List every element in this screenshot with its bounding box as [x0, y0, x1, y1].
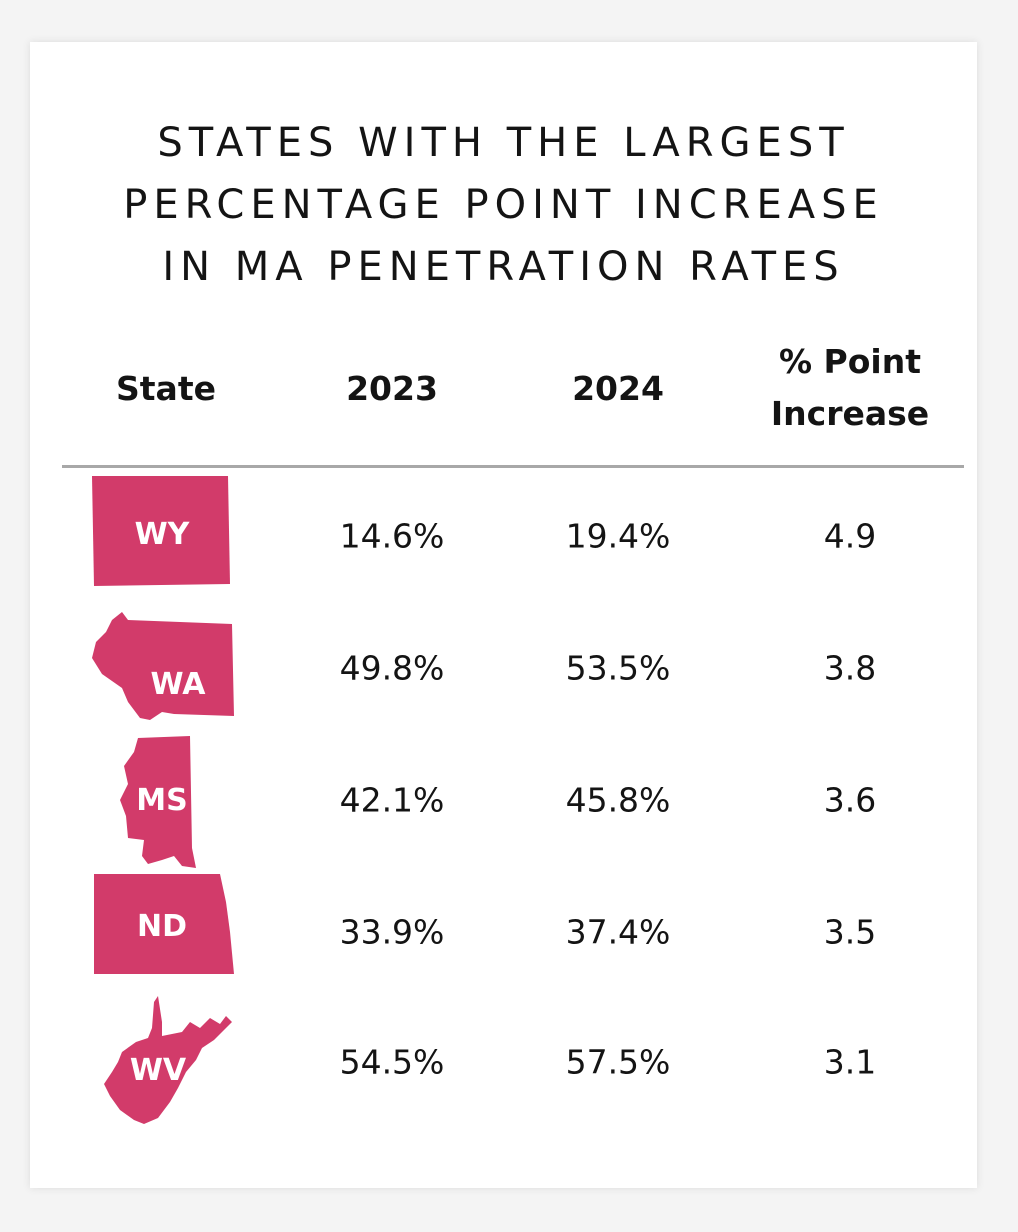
cell-increase: 3.5: [823, 912, 877, 952]
cell-2024: 45.8%: [565, 780, 671, 820]
cell-2023: 42.1%: [339, 780, 445, 820]
cell-2023: 54.5%: [339, 1042, 445, 1082]
state-shape-ms: MS: [120, 736, 196, 868]
state-shape-wy: WY: [92, 476, 230, 586]
state-shape-wa: WA: [92, 612, 234, 720]
state-silhouette: [92, 612, 234, 720]
cell-2024: 53.5%: [565, 648, 671, 688]
title-line-2: PERCENTAGE POINT INCREASE: [123, 182, 884, 228]
state-shape-wv: WV: [104, 996, 232, 1124]
state-label: MS: [136, 783, 187, 818]
cell-2024: 37.4%: [565, 912, 671, 952]
cell-2023: 49.8%: [339, 648, 445, 688]
cell-2024: 19.4%: [565, 516, 671, 556]
state-label: WA: [151, 667, 207, 702]
header-divider: [62, 465, 964, 468]
title-line-3: IN MA PENETRATION RATES: [162, 244, 845, 290]
chart-title: STATES WITH THE LARGEST PERCENTAGE POINT…: [30, 112, 977, 298]
title-line-1: STATES WITH THE LARGEST: [157, 120, 850, 166]
state-silhouette: [92, 476, 230, 586]
cell-increase: 3.8: [823, 648, 877, 688]
state-silhouette: [120, 736, 196, 868]
header-2024: 2024: [572, 369, 664, 408]
header-state: State: [116, 369, 216, 408]
cell-increase: 4.9: [823, 516, 877, 556]
state-label: ND: [137, 909, 187, 944]
state-label: WY: [135, 517, 191, 552]
state-silhouette: [104, 996, 232, 1124]
cell-2023: 14.6%: [339, 516, 445, 556]
cell-increase: 3.6: [823, 780, 877, 820]
chart-card: STATES WITH THE LARGEST PERCENTAGE POINT…: [30, 42, 977, 1188]
header-2023: 2023: [346, 369, 438, 408]
state-label: WV: [130, 1053, 187, 1088]
header-increase-line-2: Increase: [770, 394, 930, 433]
cell-2023: 33.9%: [339, 912, 445, 952]
header-increase: % Point Increase: [771, 336, 929, 440]
header-increase-line-1: % Point: [779, 342, 921, 381]
cell-increase: 3.1: [823, 1042, 877, 1082]
state-shape-nd: ND: [94, 874, 234, 974]
cell-2024: 57.5%: [565, 1042, 671, 1082]
state-silhouette: [94, 874, 234, 974]
